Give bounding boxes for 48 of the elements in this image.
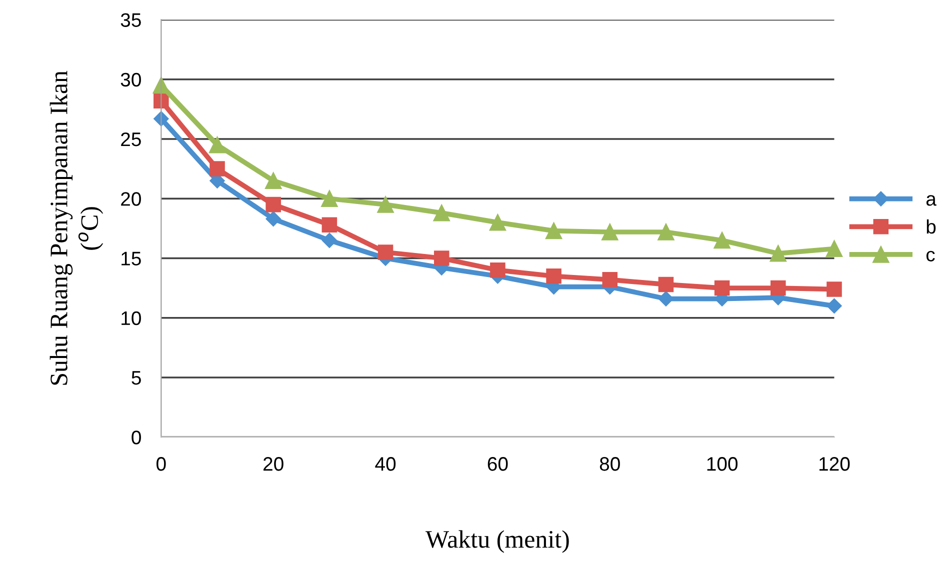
x-tick-label: 40	[375, 457, 396, 471]
legend-label: b	[926, 219, 936, 234]
point	[714, 232, 730, 249]
point	[714, 280, 730, 296]
point	[602, 224, 618, 240]
point	[322, 217, 338, 232]
x-tick-label: 80	[600, 457, 620, 471]
x-tick-label: 120	[820, 457, 850, 471]
point	[266, 211, 281, 226]
point	[266, 196, 281, 212]
point	[602, 272, 618, 288]
point	[378, 244, 394, 260]
legend-label: a	[926, 195, 936, 206]
x-tick-label: 100	[707, 457, 738, 471]
point	[770, 280, 786, 296]
x-axis-title: Waktu (menit)	[425, 530, 569, 553]
y-tick-label: 30	[120, 72, 141, 87]
point	[154, 93, 169, 108]
point	[546, 268, 562, 284]
point	[658, 276, 674, 292]
point	[208, 136, 226, 154]
point	[433, 204, 450, 222]
point	[826, 240, 843, 258]
point	[265, 172, 282, 190]
x-tick-label: 60	[488, 457, 508, 471]
legend-label: c	[926, 250, 935, 262]
point	[770, 245, 786, 262]
y-axis-title: Suhu Ruang Penyimpanan Ikan ($^{o}$C)	[50, 70, 104, 385]
point	[658, 224, 674, 240]
point	[545, 222, 562, 240]
point	[321, 190, 338, 207]
point	[322, 232, 337, 248]
point	[826, 282, 842, 297]
y-tick-label: 35	[120, 13, 141, 27]
point	[434, 250, 450, 266]
y-tick-label: 5	[132, 371, 141, 385]
y-tick-label: 25	[121, 132, 141, 146]
point	[490, 262, 506, 278]
point	[210, 161, 225, 176]
y-tick-label: 20	[121, 192, 141, 206]
x-tick-label: 0	[156, 457, 166, 471]
y-tick-label: 15	[122, 252, 141, 266]
y-tick-label: 0	[132, 430, 141, 444]
x-tick-label: 20	[264, 457, 284, 471]
point	[826, 298, 842, 314]
point	[377, 196, 394, 213]
point	[489, 214, 506, 231]
y-tick-label: 10	[122, 311, 141, 326]
